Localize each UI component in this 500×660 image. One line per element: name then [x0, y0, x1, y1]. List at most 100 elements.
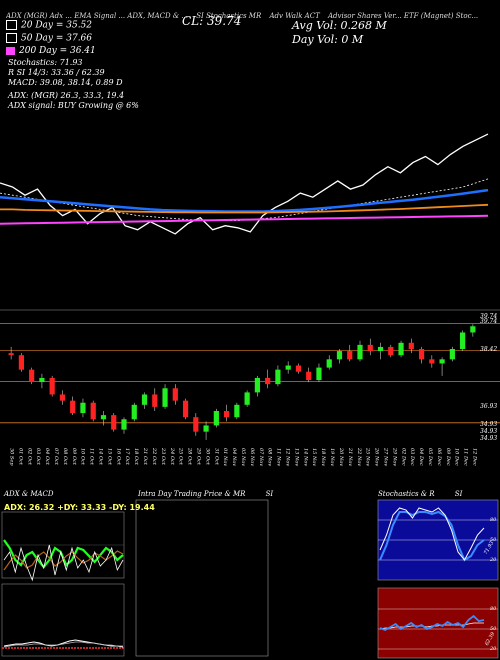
date-tick-label: 13 Nov: [293, 448, 299, 466]
date-tick-label: 04 Nov: [231, 448, 237, 466]
candle-body: [357, 344, 363, 360]
candle-body: [429, 359, 435, 364]
macd-line-1: [3, 641, 123, 648]
ma-50-label: 50 Day = 37.66: [6, 33, 92, 44]
date-tick-label: 03 Oct: [35, 448, 41, 466]
date-tick-label: 21 Oct: [142, 447, 148, 466]
date-tick-label: 08 Nov: [267, 448, 273, 466]
candle-body: [388, 346, 394, 356]
candle-body: [152, 394, 158, 407]
candle-body: [326, 359, 332, 368]
stoch-line-0: [379, 510, 485, 562]
ma-20-label: 20 Day = 35.52: [6, 20, 92, 31]
date-tick-label: 09 Oct: [71, 448, 77, 466]
day-volume: Day Vol: 0 M: [292, 33, 364, 46]
date-tick-label: 07 Oct: [53, 448, 59, 466]
date-tick-label: 08 Oct: [62, 448, 68, 466]
date-tick-label: 01 Oct: [17, 448, 23, 466]
candlestick-panel: [0, 322, 500, 440]
date-tick-label: 30 Sep: [8, 448, 14, 466]
date-tick-label: 18 Nov: [320, 448, 326, 466]
stoch-title-text: Stochastics & R: [378, 490, 435, 498]
ma-series-line-3: [0, 203, 489, 214]
candle-body: [234, 404, 240, 418]
candle-body: [18, 355, 24, 370]
header-seg-1: ADX (MGR) Adx ... EMA Signal ... ADX, MA…: [6, 12, 188, 20]
date-tick-label: 04 Dec: [418, 448, 424, 466]
candle-body: [29, 369, 35, 383]
candle-body: [59, 394, 66, 401]
date-tick-label: 02 Dec: [400, 448, 406, 466]
intraday-panel-box: [135, 499, 269, 657]
ma-20-swatch: [6, 20, 17, 30]
candle-body: [141, 394, 148, 405]
adx-line-2: [3, 544, 124, 582]
stochastics-readout: Stochastics: 71.93: [8, 58, 83, 67]
adx-line-1: [3, 550, 124, 571]
candle-body: [172, 388, 178, 401]
date-tick-label: 07 Nov: [258, 448, 264, 466]
header-line: ADX (MGR) Adx ... EMA Signal ... ADX, MA…: [6, 12, 496, 20]
date-tick-label: 09 Dec: [445, 448, 451, 466]
stoch-level-20: 20: [490, 557, 497, 563]
date-tick-label: 03 Dec: [409, 448, 415, 466]
candle-body: [111, 415, 117, 430]
avg-volume: Avg Vol: 0.268 M: [292, 19, 387, 32]
candle-body: [306, 371, 312, 380]
date-tick-label: 02 Oct: [26, 448, 32, 466]
ma-series-line-4: [0, 214, 489, 225]
date-tick-label: 12 Nov: [285, 448, 291, 466]
date-tick-label: 06 Nov: [249, 448, 255, 466]
date-axis: 30 Sep 01 Oct 02 Oct 03 Oct 04 Oct 07 Oct 08 O…: [8, 447, 477, 466]
date-tick-label: 15 Nov: [311, 448, 317, 466]
date-tick-label: 19 Nov: [329, 448, 335, 466]
date-tick-label: 05 Nov: [240, 448, 246, 466]
date-tick-label: 31 Oct: [213, 448, 219, 466]
adx-macd-readout: ADX: 26.32 +DY: 33.33 -DY: 19.44: [4, 503, 155, 512]
date-tick-label: 16 Oct: [115, 448, 121, 466]
candle-body: [193, 417, 199, 432]
price-label-2: 39.74: [480, 318, 498, 325]
header-seg-2: SI Stochastics MR: [196, 12, 262, 20]
candle-body: [80, 402, 86, 414]
candle-body: [285, 365, 291, 370]
adx-signal-readout: ADX signal: BUY Growing @ 6%: [8, 101, 139, 110]
date-tick-label: 25 Oct: [178, 447, 184, 466]
header-seg-4: Advisor Shares Ver... ETF (Magnet) Stoc.…: [327, 12, 479, 20]
candle-body: [418, 349, 425, 360]
date-tick-label: 11 Dec: [463, 448, 469, 466]
ma-20-text: 20 Day = 35.52: [21, 20, 93, 31]
candle-body: [244, 392, 250, 405]
candle-body: [398, 342, 404, 356]
candle-body: [203, 425, 209, 432]
moving-average-panel: [0, 133, 500, 311]
candle-body: [449, 349, 455, 360]
candle-body: [90, 402, 96, 420]
intraday-title: Intra Day Trading Price & MR SI: [138, 490, 273, 498]
intraday-title-text: Intra Day Trading Price & MR: [138, 490, 246, 498]
candle-body: [70, 400, 76, 414]
date-tick-label: 24 Oct: [169, 447, 175, 466]
date-tick-label: 10 Dec: [454, 448, 460, 466]
date-tick-label: 11 Nov: [276, 448, 282, 466]
candle-body: [336, 351, 343, 360]
candle-body: [39, 377, 45, 383]
date-tick-label: 01 Nov: [222, 448, 228, 466]
date-tick-label: 29 Oct: [195, 447, 201, 466]
date-tick-label: 05 Dec: [427, 448, 433, 466]
ma-series-line-2: [0, 188, 489, 213]
candle-body: [100, 415, 107, 420]
candle-body: [49, 377, 55, 395]
ma-50-text: 50 Day = 37.66: [21, 33, 93, 44]
rsi-level-80: 80: [490, 606, 497, 612]
ma-series-line-0: [0, 133, 489, 235]
candle-body: [295, 365, 302, 372]
ma-200-text: 200 Day = 36.41: [19, 46, 96, 56]
rsi-level-50: 50: [490, 626, 497, 632]
candle-body: [460, 332, 466, 349]
price-label-4: 36.93: [480, 403, 498, 410]
date-tick-label: 28 Oct: [187, 447, 193, 466]
ma-50-swatch: [6, 33, 17, 43]
date-tick-label: 23 Oct: [160, 447, 166, 466]
candle-body: [408, 342, 414, 349]
